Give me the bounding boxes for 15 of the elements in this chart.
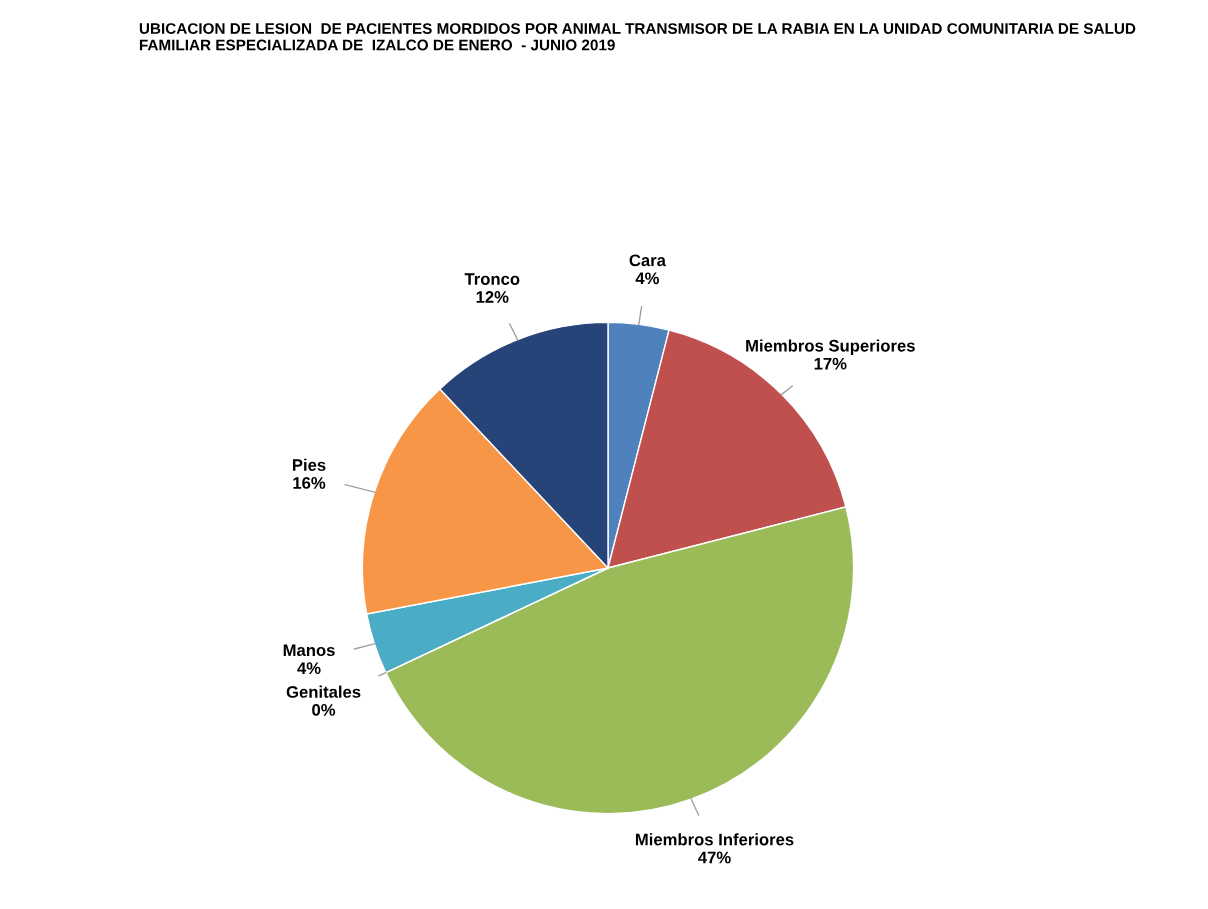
slice-label: Tronco (464, 273, 520, 285)
slice-label: Miembros Inferiores (635, 833, 794, 846)
slice-label: Cara (629, 254, 667, 267)
data-label: 16% (293, 477, 326, 489)
slice-label: Miembros Superiores (746, 339, 915, 355)
text: 0% (312, 703, 336, 716)
data-label: 4% (297, 662, 321, 675)
data-label: 47% (698, 851, 731, 864)
slice-label: Pies (292, 458, 326, 471)
category-label: Genitales (286, 685, 361, 698)
data-label: 12% (476, 291, 509, 303)
data-label: 17% (814, 357, 847, 370)
data-label: 4% (635, 272, 660, 285)
chart-title: UBICACION DE LESION DE PACIENTES MORDIDOS POR ANIMAL TRANSMISOR DE LA RABIA EN LA UNIDAD COMUNITARIA DE SALUD FAMILIAR ESPECIALIZADA DE IZALCO DE ENERO - JUNIO 2019 (139, 23, 1136, 51)
slice-label: Manos (283, 644, 335, 657)
